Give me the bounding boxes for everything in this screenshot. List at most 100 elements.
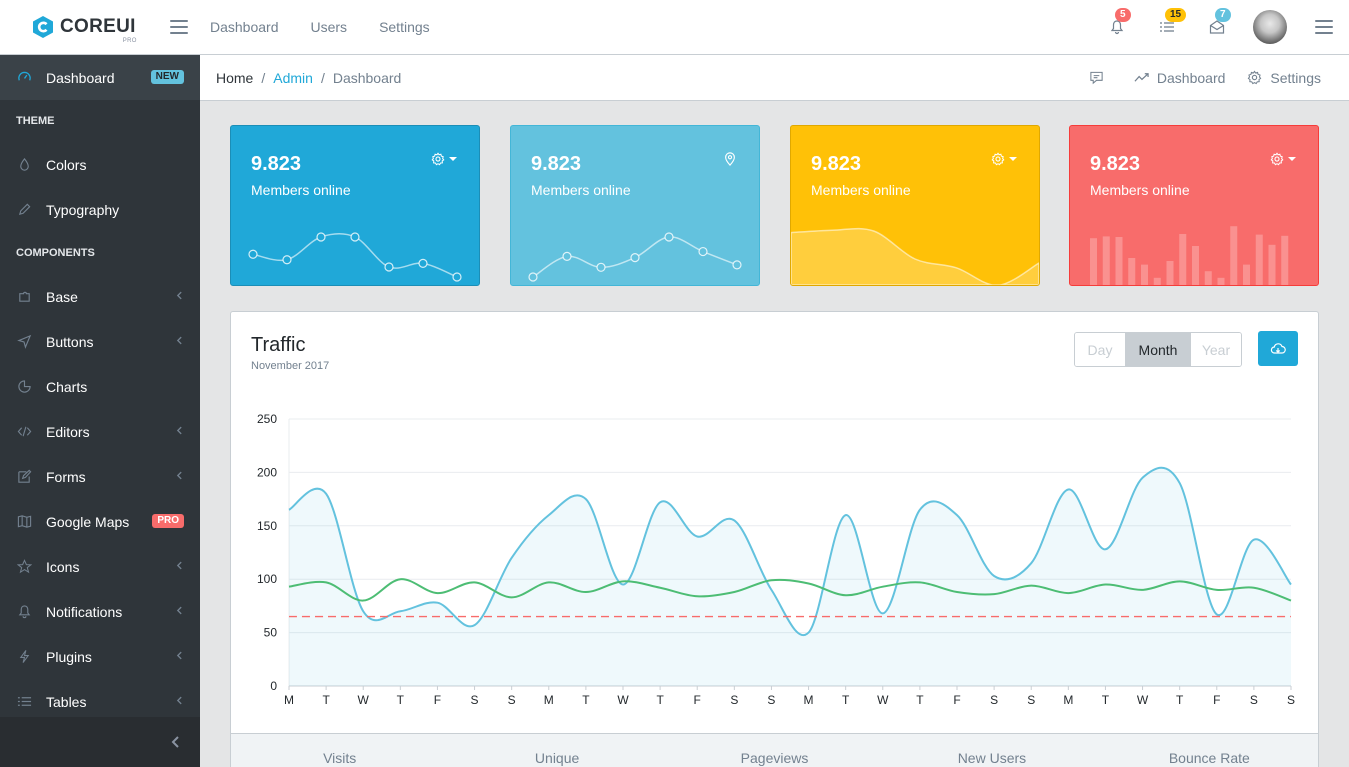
stat-card-2-chart: [528, 232, 742, 282]
notifications-badge: 5: [1115, 8, 1131, 22]
sidebar-minimizer[interactable]: [0, 717, 200, 767]
drop-icon: [16, 157, 32, 173]
list-icon: [1160, 22, 1174, 32]
sidebar-item-label: Buttons: [46, 333, 94, 350]
x-tick-label: M: [804, 693, 814, 707]
sidebar-item-label: Dashboard: [46, 69, 115, 86]
period-day-button[interactable]: Day: [1075, 333, 1125, 366]
sparkline-bar: [1230, 226, 1238, 285]
caret-down-icon: [449, 157, 457, 161]
user-avatar[interactable]: [1253, 10, 1287, 44]
sidebar-item-colors[interactable]: Colors: [0, 142, 200, 187]
x-tick-label: S: [508, 693, 516, 707]
sidebar: Dashboard NEW THEME Colors Typography CO…: [0, 55, 200, 767]
sparkline-bar: [1166, 261, 1174, 285]
stat-card-3: 9.823 Members online: [790, 125, 1040, 286]
code-icon: [16, 424, 32, 440]
puzzle-icon: [16, 289, 32, 305]
x-tick-label: T: [322, 693, 330, 707]
sidebar-item-google-maps[interactable]: Google Maps PRO: [0, 499, 200, 544]
download-button[interactable]: [1258, 331, 1298, 366]
topnav-dashboard[interactable]: Dashboard: [210, 19, 279, 35]
stat-card-2: 9.823 Members online: [510, 125, 760, 286]
tasks-button[interactable]: 15: [1157, 8, 1187, 37]
sparkline-bar: [1128, 258, 1136, 285]
sidebar-item-charts[interactable]: Charts: [0, 364, 200, 409]
brand-name: COREUI PRO: [60, 16, 137, 44]
tasks-badge: 15: [1165, 8, 1187, 22]
sidebar-item-label: Typography: [46, 201, 120, 218]
breadcrumb-settings-button[interactable]: Settings: [1247, 70, 1321, 86]
topnav-settings[interactable]: Settings: [379, 19, 430, 35]
sparkline-point: [596, 262, 606, 272]
traffic-footer: Visits Unique Pageviews New Users Bounce…: [231, 733, 1318, 767]
sidebar-item-notifications[interactable]: Notifications: [0, 589, 200, 634]
brand-logo[interactable]: COREUI PRO: [0, 0, 200, 55]
topnav-users[interactable]: Users: [310, 19, 348, 35]
sparkline-bar: [1243, 264, 1251, 285]
series-line-1: [288, 466, 1292, 637]
x-tick-label: S: [990, 693, 998, 707]
sparkline-bar: [1090, 238, 1098, 285]
breadcrumb-dashboard-button[interactable]: Dashboard: [1134, 70, 1225, 86]
sparkline-point: [732, 260, 742, 270]
sidebar-item-icons[interactable]: Icons: [0, 544, 200, 589]
sparkline-bar: [1141, 264, 1149, 285]
energy-icon: [16, 649, 32, 665]
pencil-icon: [16, 202, 32, 218]
sidebar-item-tables[interactable]: Tables: [0, 679, 200, 724]
sidebar-title-theme: THEME: [16, 115, 55, 127]
sidebar-toggler-icon[interactable]: [170, 20, 188, 34]
footer-pageviews: Pageviews: [740, 750, 809, 766]
coreui-logo-icon: [33, 16, 53, 38]
breadcrumb-home[interactable]: Home: [216, 69, 254, 86]
messages-button[interactable]: 7: [1207, 8, 1231, 37]
sparkline-bar: [1281, 235, 1289, 285]
breadcrumb-current: Dashboard: [332, 69, 402, 86]
notifications-button[interactable]: 5: [1107, 8, 1131, 37]
sidebar-item-label: Tables: [46, 693, 87, 710]
breadcrumb-speech-button[interactable]: [1089, 70, 1112, 85]
x-tick-label: M: [1063, 693, 1073, 707]
x-tick-label: F: [953, 693, 960, 707]
x-tick-label: T: [656, 693, 664, 707]
sidebar-item-label: Icons: [46, 558, 80, 575]
chevron-left-icon: [176, 606, 182, 615]
messages-badge: 7: [1215, 8, 1231, 22]
sidebar-item-label: Base: [46, 288, 78, 305]
star-icon: [16, 559, 32, 575]
x-tick-label: S: [730, 693, 738, 707]
sparkline-point: [316, 232, 326, 242]
breadcrumb-admin[interactable]: Admin: [273, 69, 313, 86]
sparkline-point: [282, 255, 292, 265]
stat-value: 9.823: [811, 153, 862, 175]
breadcrumb-separator: /: [320, 69, 325, 86]
card-settings-dropdown[interactable]: [1270, 152, 1296, 166]
header-right: 5 15 7: [1077, 8, 1349, 44]
sparkline-bar: [1217, 277, 1225, 285]
sidebar-item-editors[interactable]: Editors: [0, 409, 200, 454]
sparkline-point: [562, 251, 572, 261]
chevron-left-icon: [176, 291, 182, 300]
new-badge: NEW: [150, 70, 184, 84]
sidebar-item-base[interactable]: Base: [0, 274, 200, 319]
sparkline-point: [248, 249, 258, 259]
series-line-2: [288, 578, 1292, 602]
sidebar-item-forms[interactable]: Forms: [0, 454, 200, 499]
sidebar-item-dashboard[interactable]: Dashboard NEW: [0, 55, 200, 100]
location-pin-icon: [725, 152, 735, 166]
traffic-subtitle: November 2017: [251, 360, 330, 372]
card-settings-dropdown[interactable]: [991, 152, 1017, 166]
gear-icon: [991, 152, 1005, 166]
bell-icon: [16, 604, 32, 620]
card-location-button[interactable]: [723, 152, 737, 166]
period-month-button[interactable]: Month: [1125, 333, 1191, 366]
sidebar-item-plugins[interactable]: Plugins: [0, 634, 200, 679]
sidebar-item-buttons[interactable]: Buttons: [0, 319, 200, 364]
breadcrumb-separator: /: [261, 69, 266, 86]
sidebar-item-typography[interactable]: Typography: [0, 187, 200, 232]
card-settings-dropdown[interactable]: [431, 152, 457, 166]
x-tick-label: M: [544, 693, 554, 707]
aside-menu-toggler-icon[interactable]: [1315, 20, 1333, 34]
period-year-button[interactable]: Year: [1191, 333, 1241, 366]
